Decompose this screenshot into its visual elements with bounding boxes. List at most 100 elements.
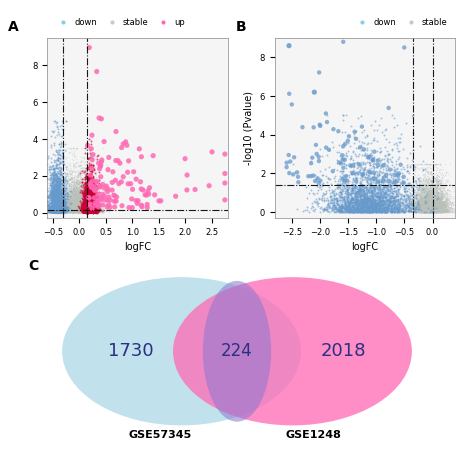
Point — [63, 206, 70, 214]
Point — [70, 178, 77, 186]
Point — [70, 191, 78, 198]
Point — [78, 194, 85, 201]
Point — [435, 201, 443, 208]
Point — [405, 201, 413, 209]
Point — [433, 208, 440, 216]
Point — [362, 195, 369, 202]
Point — [330, 192, 337, 200]
Point — [410, 204, 418, 212]
Point — [307, 173, 315, 180]
Point — [434, 192, 441, 200]
Point — [389, 169, 397, 176]
Point — [437, 178, 445, 186]
Point — [87, 194, 94, 201]
Point — [88, 204, 95, 211]
Point — [412, 191, 419, 199]
Point — [92, 207, 100, 215]
Point — [52, 195, 59, 203]
Point — [84, 205, 91, 213]
Point — [422, 188, 430, 195]
Point — [341, 178, 348, 185]
Point — [78, 202, 86, 210]
Point — [72, 208, 80, 216]
Point — [70, 207, 77, 214]
Point — [56, 199, 64, 206]
Point — [439, 201, 447, 208]
Point — [436, 205, 444, 213]
Point — [82, 180, 90, 187]
Point — [73, 191, 80, 199]
Point — [83, 207, 91, 214]
Point — [88, 207, 95, 215]
Point — [73, 182, 81, 190]
Point — [78, 208, 86, 216]
Point — [82, 204, 89, 211]
Point — [75, 207, 82, 215]
Point — [53, 198, 61, 206]
Point — [436, 199, 443, 206]
Point — [425, 201, 433, 209]
Point — [61, 201, 69, 208]
Point — [425, 160, 433, 168]
Point — [366, 194, 374, 202]
Point — [72, 199, 80, 207]
Point — [67, 203, 74, 210]
Point — [82, 193, 90, 201]
Point — [367, 199, 374, 206]
Point — [412, 180, 420, 188]
Point — [440, 207, 448, 214]
Point — [85, 180, 92, 188]
Point — [90, 209, 98, 216]
Point — [85, 208, 93, 216]
Point — [420, 200, 428, 208]
Point — [434, 205, 442, 213]
Point — [73, 197, 80, 204]
Point — [380, 183, 387, 191]
Point — [62, 199, 69, 207]
Point — [70, 201, 77, 208]
Point — [83, 204, 91, 211]
Point — [86, 205, 93, 212]
Point — [78, 200, 86, 207]
Point — [413, 204, 420, 211]
Point — [74, 201, 82, 209]
Point — [436, 208, 444, 216]
Point — [93, 206, 100, 213]
Point — [436, 201, 444, 209]
Point — [86, 204, 94, 211]
Point — [86, 209, 93, 216]
Point — [385, 202, 392, 210]
Point — [82, 193, 90, 201]
Point — [85, 190, 93, 197]
Point — [69, 201, 76, 209]
Point — [67, 206, 74, 213]
Point — [429, 200, 437, 207]
Point — [54, 198, 62, 206]
Point — [417, 195, 425, 202]
Point — [424, 208, 431, 216]
Point — [435, 204, 442, 211]
Point — [358, 176, 365, 184]
Point — [103, 203, 111, 211]
Point — [80, 175, 87, 182]
Point — [79, 209, 87, 216]
Point — [410, 202, 418, 210]
Point — [79, 205, 87, 213]
Point — [87, 192, 95, 200]
Point — [432, 192, 440, 200]
Point — [77, 200, 85, 208]
Point — [405, 192, 412, 200]
Point — [89, 197, 96, 205]
Point — [81, 181, 88, 189]
Point — [74, 191, 82, 199]
Point — [59, 202, 66, 210]
Point — [421, 208, 429, 216]
Point — [431, 204, 438, 212]
Point — [417, 198, 425, 205]
Point — [64, 191, 72, 199]
Point — [363, 203, 371, 210]
Point — [426, 208, 433, 216]
Point — [54, 180, 61, 188]
Point — [359, 202, 367, 210]
Point — [424, 204, 431, 211]
